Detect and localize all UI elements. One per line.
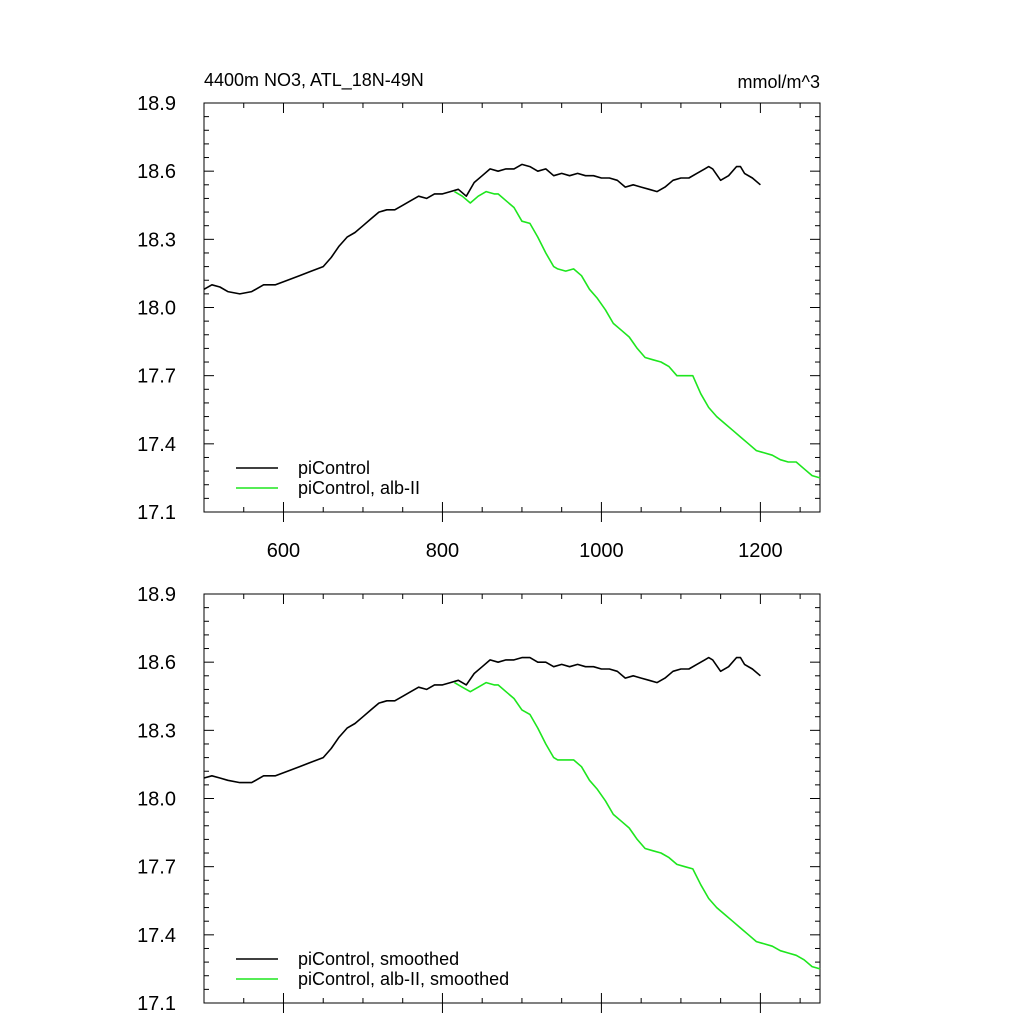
plot-frame [203,102,821,513]
series-line-alb-ii [453,681,821,970]
y-tick-label: 17.1 [137,993,176,1015]
x-tick-label: 800 [426,540,459,562]
y-tick-label: 17.7 [137,366,176,388]
legend-label: piControl, smoothed [298,949,459,969]
plot-frame [203,593,821,1004]
y-tick-label: 18.0 [137,789,176,811]
y-tick-label: 18.3 [137,720,176,742]
panel-2: 17.1 17.4 17.7 18.0 18.3 18.6 18.9 piControl, s… [137,584,821,1015]
x-tick-label: 600 [267,540,300,562]
legend-label: piControl, alb-II, smoothed [298,969,509,989]
panel-1: 17.1 17.4 17.7 18.0 18.3 18.6 18.9 600 800 1000 12… [137,93,821,562]
y-tick-label: 18.9 [137,584,176,606]
y-tick-label: 18.6 [137,652,176,674]
y-tick-label: 17.4 [137,925,176,947]
y-tick-label: 18.3 [137,229,176,251]
y-tick-label: 18.6 [137,161,176,183]
series-line-alb-ii [453,190,821,479]
x-tick-label: 1200 [738,540,783,562]
legend-label: piControl [298,458,370,478]
y-tick-label: 18.9 [137,93,176,115]
y-tick-label: 17.4 [137,434,176,456]
legend-label: piControl, alb-II [298,478,420,498]
y-tick-label: 18.0 [137,298,176,320]
y-tick-label: 17.1 [137,502,176,524]
x-tick-label: 1000 [579,540,624,562]
units-label: mmol/m^3 [738,72,820,92]
figure-title: 4400m NO3, ATL_18N-49N [204,70,424,91]
y-tick-label: 17.7 [137,857,176,879]
series-line-control [203,163,761,295]
series-line-control [203,656,761,784]
